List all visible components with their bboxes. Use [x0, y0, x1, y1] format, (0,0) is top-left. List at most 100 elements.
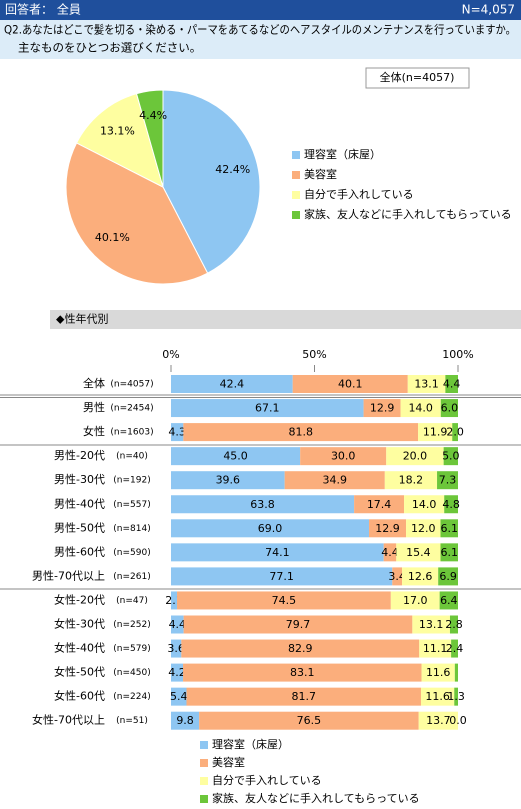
- bar-segment: [186, 687, 421, 706]
- row-label: 女性-60代: [54, 689, 105, 703]
- legend-label: 家族、友人などに手入れしてもらっている: [212, 791, 420, 805]
- bar-segment: [412, 615, 450, 634]
- pie-title-box: [365, 67, 470, 89]
- pie-label: 13.1%: [100, 125, 135, 138]
- x-tick-label: 0%: [162, 348, 179, 361]
- bar-segment: [440, 519, 458, 538]
- bar-segment: [445, 375, 458, 393]
- bar-segment: [199, 711, 419, 730]
- row-label: 女性: [83, 424, 105, 438]
- bar-value-label: 17.4: [367, 498, 392, 511]
- bar-segment: [171, 687, 187, 706]
- bar-value-label: 30.0: [331, 450, 356, 463]
- bar-segment: [438, 567, 458, 586]
- row-n: (n=579): [113, 644, 150, 654]
- header-bar: [0, 0, 521, 20]
- bar-value-label: 5.0: [442, 450, 460, 463]
- pie-slice: [65, 142, 209, 285]
- bar-segment: [418, 423, 453, 442]
- bar-value-label: 14.0: [412, 498, 437, 511]
- bar-segment: [181, 639, 420, 658]
- bar-segment: [449, 615, 458, 634]
- bar-value-label: 11.6: [426, 666, 451, 679]
- bar-value-label: 18.2: [399, 474, 424, 487]
- bar-segment: [354, 495, 405, 514]
- bar-value-label: 20.0: [403, 450, 428, 463]
- bar-value-label: 82.9: [288, 642, 313, 655]
- pie-label: 4.4%: [139, 109, 167, 122]
- bar-value-label: 39.6: [216, 474, 241, 487]
- bar-segment: [396, 543, 441, 562]
- legend-swatch: [200, 759, 208, 767]
- row-label: 全体: [83, 376, 105, 390]
- header-left: 回答者： 全員: [5, 2, 81, 17]
- section-bar: [50, 310, 521, 329]
- bar-segment: [454, 663, 458, 682]
- bar-value-label: 1.3: [447, 690, 465, 703]
- bar-segment: [369, 519, 407, 538]
- bar-segment: [171, 663, 184, 682]
- question-line: 主なものをひとつお選びください。: [18, 41, 201, 55]
- bar-value-label: 2.8: [445, 618, 463, 631]
- bar-value-label: 3.6: [167, 642, 185, 655]
- bar-segment: [419, 639, 452, 658]
- row-n: (n=192): [113, 476, 150, 486]
- bar-value-label: 81.7: [291, 690, 316, 703]
- bar-segment: [171, 543, 384, 562]
- row-label: 男性-60代: [54, 544, 105, 558]
- bar-value-label: 11.6: [425, 690, 450, 703]
- bar-value-label: 83.1: [290, 666, 315, 679]
- header-right: N=4,057: [462, 3, 515, 17]
- legend-swatch: [292, 171, 300, 179]
- bar-value-label: 63.8: [250, 498, 275, 511]
- pie-slice: [162, 89, 261, 274]
- bar-segment: [440, 399, 458, 418]
- bar-segment: [439, 591, 458, 610]
- bar-value-label: 77.1: [269, 570, 294, 583]
- bar-segment: [171, 471, 285, 490]
- bar-value-label: 13.7: [426, 714, 451, 727]
- legend-swatch: [292, 151, 300, 159]
- bar-value-label: 6.9: [439, 570, 457, 583]
- x-tick-label: 100%: [442, 348, 473, 361]
- bar-segment: [443, 447, 458, 466]
- bar-value-label: 2.4: [446, 642, 464, 655]
- row-n: (n=590): [113, 548, 150, 558]
- bar-value-label: 7.3: [439, 474, 457, 487]
- bar-segment: [177, 591, 391, 610]
- bar-segment: [171, 423, 184, 442]
- bar-value-label: 4.2: [168, 666, 186, 679]
- question-line: Q2.あなたはどこで髪を切る・染める・パーマをあてるなどのヘアスタイルのメンテナ…: [4, 23, 516, 37]
- legend-swatch: [200, 741, 208, 749]
- row-n: (n=557): [113, 500, 150, 510]
- bar-value-label: 12.0: [411, 522, 436, 535]
- pie-title: 全体(n=4057): [380, 70, 455, 84]
- section-title: ◆性年代別: [56, 312, 108, 326]
- bar-segment: [171, 615, 184, 634]
- legend-label: 美容室: [212, 755, 245, 769]
- row-n: (n=814): [113, 524, 150, 534]
- row-label: 男性: [83, 400, 105, 414]
- legend-swatch: [292, 211, 300, 219]
- bar-segment: [444, 495, 458, 514]
- bar-value-label: 34.9: [322, 474, 347, 487]
- pie-label: 42.4%: [215, 163, 250, 176]
- bar-value-label: 74.1: [265, 546, 290, 559]
- bar-segment: [300, 447, 387, 466]
- bar-value-label: 2.0: [446, 426, 464, 439]
- bar-segment: [407, 375, 446, 393]
- bar-value-label: 12.6: [408, 570, 433, 583]
- row-label: 男性-50代: [54, 520, 105, 534]
- row-label: 男性-70代以上: [32, 568, 105, 582]
- row-n: (n=1603): [110, 428, 153, 438]
- legend-label: 家族、友人などに手入れしてもらっている: [304, 207, 512, 221]
- bar-value-label: 5.4: [170, 690, 188, 703]
- bar-value-label: 3.4: [388, 570, 406, 583]
- pie-slice: [75, 93, 164, 188]
- bar-value-label: 15.4: [406, 546, 431, 559]
- bar-value-label: 79.7: [286, 618, 311, 631]
- row-label: 女性-20代: [54, 592, 105, 606]
- bar-segment: [171, 567, 393, 586]
- row-n: (n=450): [113, 668, 150, 678]
